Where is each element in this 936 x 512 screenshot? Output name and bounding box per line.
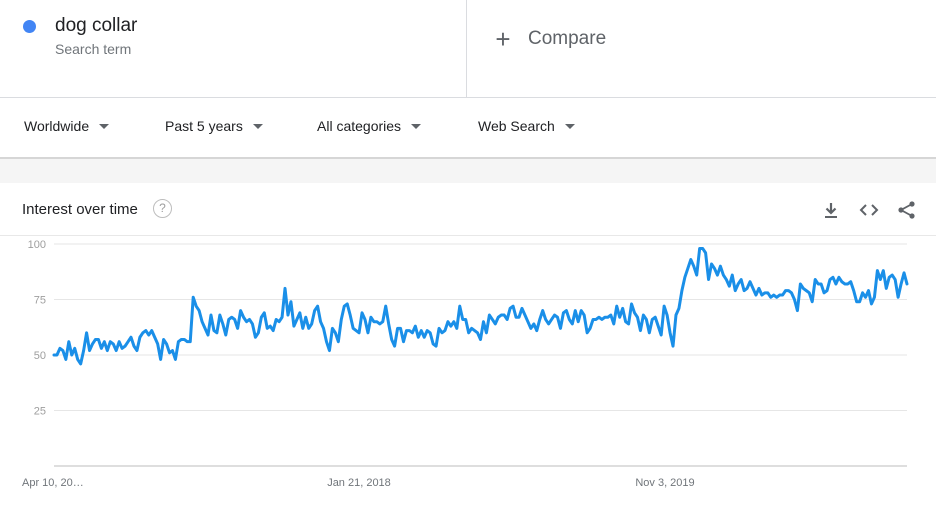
embed-icon[interactable] bbox=[858, 199, 880, 221]
interest-over-time-card: Interest over time ? 25 50 75 100 Apr 10, 20… bbox=[0, 183, 936, 512]
region-filter-dropdown[interactable]: Worldwide bbox=[24, 118, 110, 134]
y-tick-label: 25 bbox=[34, 406, 46, 418]
search-term-card[interactable]: dog collar Search term bbox=[0, 0, 467, 97]
dropdown-arrow-icon bbox=[252, 123, 263, 129]
dropdown-arrow-icon bbox=[564, 123, 575, 129]
plus-icon: + bbox=[495, 24, 511, 54]
term-color-dot bbox=[23, 20, 36, 33]
y-tick-label: 50 bbox=[34, 350, 46, 362]
search-term-subtitle: Search term bbox=[55, 41, 132, 57]
y-tick-label: 100 bbox=[28, 239, 46, 251]
compare-label: Compare bbox=[528, 28, 607, 49]
search-term-name[interactable]: dog collar bbox=[55, 15, 138, 36]
time-range-filter-label: Past 5 years bbox=[165, 118, 243, 134]
time-range-filter-dropdown[interactable]: Past 5 years bbox=[165, 118, 263, 134]
dropdown-arrow-icon bbox=[411, 123, 422, 129]
filter-bar: Worldwide Past 5 years All categories We… bbox=[0, 98, 936, 159]
download-icon[interactable] bbox=[820, 199, 842, 221]
category-filter-label: All categories bbox=[317, 118, 402, 134]
help-icon[interactable]: ? bbox=[153, 199, 172, 218]
series-line bbox=[52, 246, 909, 366]
share-icon[interactable] bbox=[896, 199, 918, 221]
term-bar: dog collar Search term + Compare bbox=[0, 0, 936, 98]
search-type-filter-label: Web Search bbox=[478, 118, 555, 134]
category-filter-dropdown[interactable]: All categories bbox=[317, 118, 422, 134]
x-tick-label: Apr 10, 20… bbox=[22, 477, 84, 489]
x-tick-label: Nov 3, 2019 bbox=[635, 477, 694, 489]
search-type-filter-dropdown[interactable]: Web Search bbox=[478, 118, 575, 134]
section-divider bbox=[0, 159, 936, 183]
card-title: Interest over time bbox=[22, 201, 138, 218]
dropdown-arrow-icon bbox=[99, 123, 110, 129]
region-filter-label: Worldwide bbox=[24, 118, 90, 134]
card-header: Interest over time ? bbox=[0, 183, 936, 236]
x-tick-label: Jan 21, 2018 bbox=[327, 477, 391, 489]
interest-line-chart: 25 50 75 100 Apr 10, 20… Jan 21, 2018 Nov 3, 2… bbox=[22, 239, 909, 489]
compare-button[interactable]: + Compare bbox=[490, 24, 606, 54]
y-tick-label: 75 bbox=[34, 295, 46, 307]
